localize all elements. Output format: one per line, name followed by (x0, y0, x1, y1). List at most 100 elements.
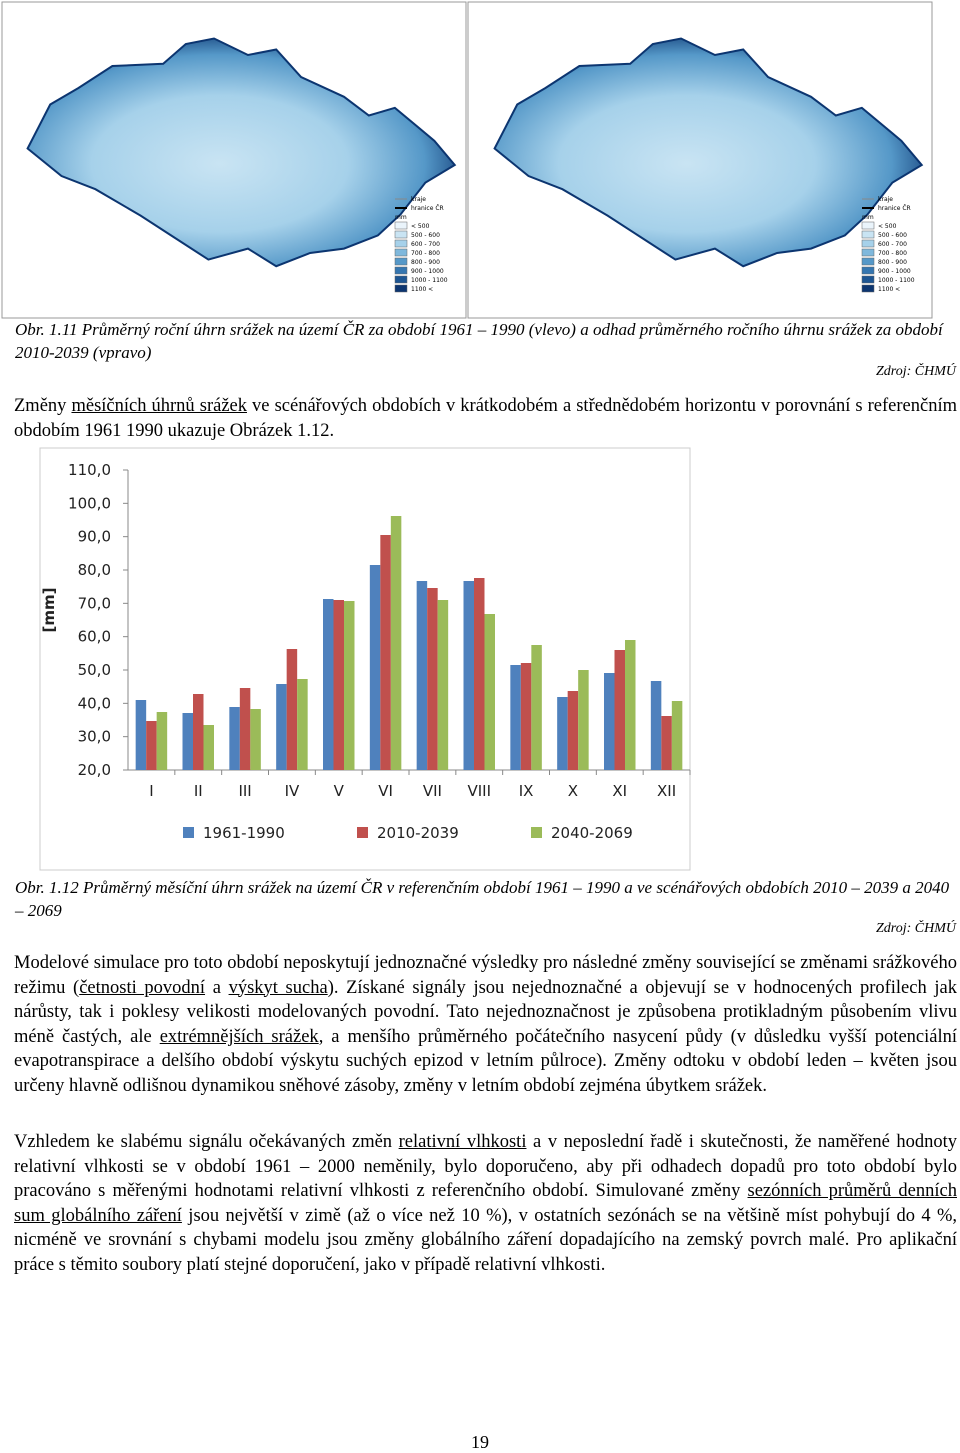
paragraph: Změny měsíčních úhrnů srážek ve scénářov… (14, 394, 957, 443)
bar (229, 707, 240, 770)
page-number: 19 (471, 1432, 489, 1452)
caption-text: Průměrný roční úhrn srážek na území ČR z… (15, 320, 943, 362)
y-tick-label: 80,0 (78, 561, 111, 579)
map-shape (493, 37, 924, 268)
bar (369, 565, 381, 770)
x-tick-label: III (238, 782, 251, 800)
legend-label: 1000 - 1100 (878, 277, 915, 284)
legend-swatch (861, 221, 875, 230)
bar (661, 716, 672, 770)
bar (135, 700, 147, 770)
legend-swatch (357, 827, 368, 838)
text-run: relativní vlhkosti (398, 1132, 527, 1152)
legend-label: 1961-1990 (203, 824, 285, 842)
text-run: sezónních průměrů denních sum globálního… (14, 1181, 957, 1226)
legend-swatch (394, 257, 408, 266)
y-tick-label: 110,0 (68, 461, 111, 479)
bar (604, 673, 615, 770)
x-tick-label: II (194, 782, 203, 800)
legend-swatch (861, 257, 875, 266)
x-tick-label: XI (612, 782, 627, 800)
bar (276, 684, 287, 770)
bar (380, 535, 391, 770)
legend-swatch (394, 230, 408, 239)
y-tick-label: 40,0 (78, 694, 111, 712)
bar (203, 725, 214, 770)
bar (531, 645, 542, 770)
bar (427, 588, 438, 770)
legend-label: < 500 (411, 223, 430, 230)
legend-label: 700 - 800 (411, 250, 440, 257)
y-tick-label: 90,0 (78, 528, 111, 546)
legend-swatch (861, 230, 875, 239)
legend-label: 2040-2069 (551, 824, 633, 842)
legend-label: hranice ČR (411, 205, 444, 212)
x-tick-label: X (568, 782, 578, 800)
x-tick-label: IV (285, 782, 300, 800)
y-tick-label: 100,0 (68, 494, 111, 512)
bar (614, 650, 625, 770)
bar (286, 649, 298, 770)
legend-swatch (394, 239, 408, 248)
legend-label: 700 - 800 (878, 250, 907, 257)
caption: Obr. 1.11 Průměrný roční úhrn srážek na … (15, 318, 957, 364)
legend-label: kraje (411, 196, 426, 203)
text-run: ). Získané signály jsou nejednoznačné a … (14, 977, 957, 1047)
y-tick-label: 60,0 (78, 628, 111, 646)
legend-label: 900 - 1000 (878, 268, 911, 275)
bar (567, 691, 579, 770)
legend-swatch (394, 248, 408, 257)
legend-label: hranice ČR (878, 205, 911, 212)
text-run: Vzhledem ke slabému signálu očekávaných … (14, 1132, 399, 1152)
bar (650, 681, 662, 770)
text-run: Modelové simulace pro toto období neposk… (14, 953, 957, 998)
y-axis-label: [mm] (40, 588, 58, 633)
bar (510, 665, 521, 770)
bar (416, 581, 428, 770)
legend-swatch (861, 239, 875, 248)
text-run: měsíčních úhrnů srážek (71, 396, 247, 416)
text-run: , a menšího průměrného počátečního nasyc… (14, 1026, 957, 1096)
legend-label: mm (862, 214, 874, 221)
legend-label: 500 - 600 (411, 232, 440, 239)
bar (390, 516, 402, 770)
legend-swatch (183, 827, 194, 838)
caption-text: Průměrný měsíční úhrn srážek na území ČR… (15, 878, 950, 920)
text-run: extrémnějších srážek (159, 1026, 319, 1047)
legend-label: 900 - 1000 (411, 268, 444, 275)
text-run: a (205, 977, 229, 998)
bar (557, 697, 568, 770)
caption: Obr. 1.12 Průměrný měsíční úhrn srážek n… (15, 876, 957, 922)
text-run: ve scénářových obdobích v krátkodobém a … (14, 396, 957, 441)
legend-swatch (394, 284, 408, 293)
bar (250, 709, 261, 770)
bar (182, 713, 193, 770)
x-tick-label: VII (423, 782, 442, 800)
bar (193, 694, 204, 770)
legend-swatch (531, 827, 542, 838)
legend-swatch (861, 284, 875, 293)
x-tick-label: IX (519, 782, 534, 800)
legend-swatch (861, 275, 875, 284)
bar (297, 679, 308, 770)
chart-frame (39, 447, 691, 871)
bar (323, 599, 334, 770)
bar (344, 601, 355, 770)
bar (156, 712, 168, 770)
legend-swatch (394, 266, 408, 275)
y-tick-label: 20,0 (78, 761, 111, 779)
legend-swatch (861, 248, 875, 257)
x-tick-label: I (149, 782, 153, 800)
legend-swatch (861, 266, 875, 275)
legend-label: 500 - 600 (878, 232, 907, 239)
paragraph: Modelové simulace pro toto období neposk… (14, 951, 957, 1099)
bar (333, 600, 344, 770)
legend-label: 600 - 700 (878, 241, 907, 248)
bar (239, 688, 251, 770)
legend-label: 1100 < (878, 286, 900, 293)
legend-label: 1000 - 1100 (411, 277, 448, 284)
legend-label: 2010-2039 (377, 824, 459, 842)
source: Zdroj: ČHMÚ (876, 364, 956, 379)
paragraph: Vzhledem ke slabému signálu očekávaných … (14, 1130, 957, 1278)
